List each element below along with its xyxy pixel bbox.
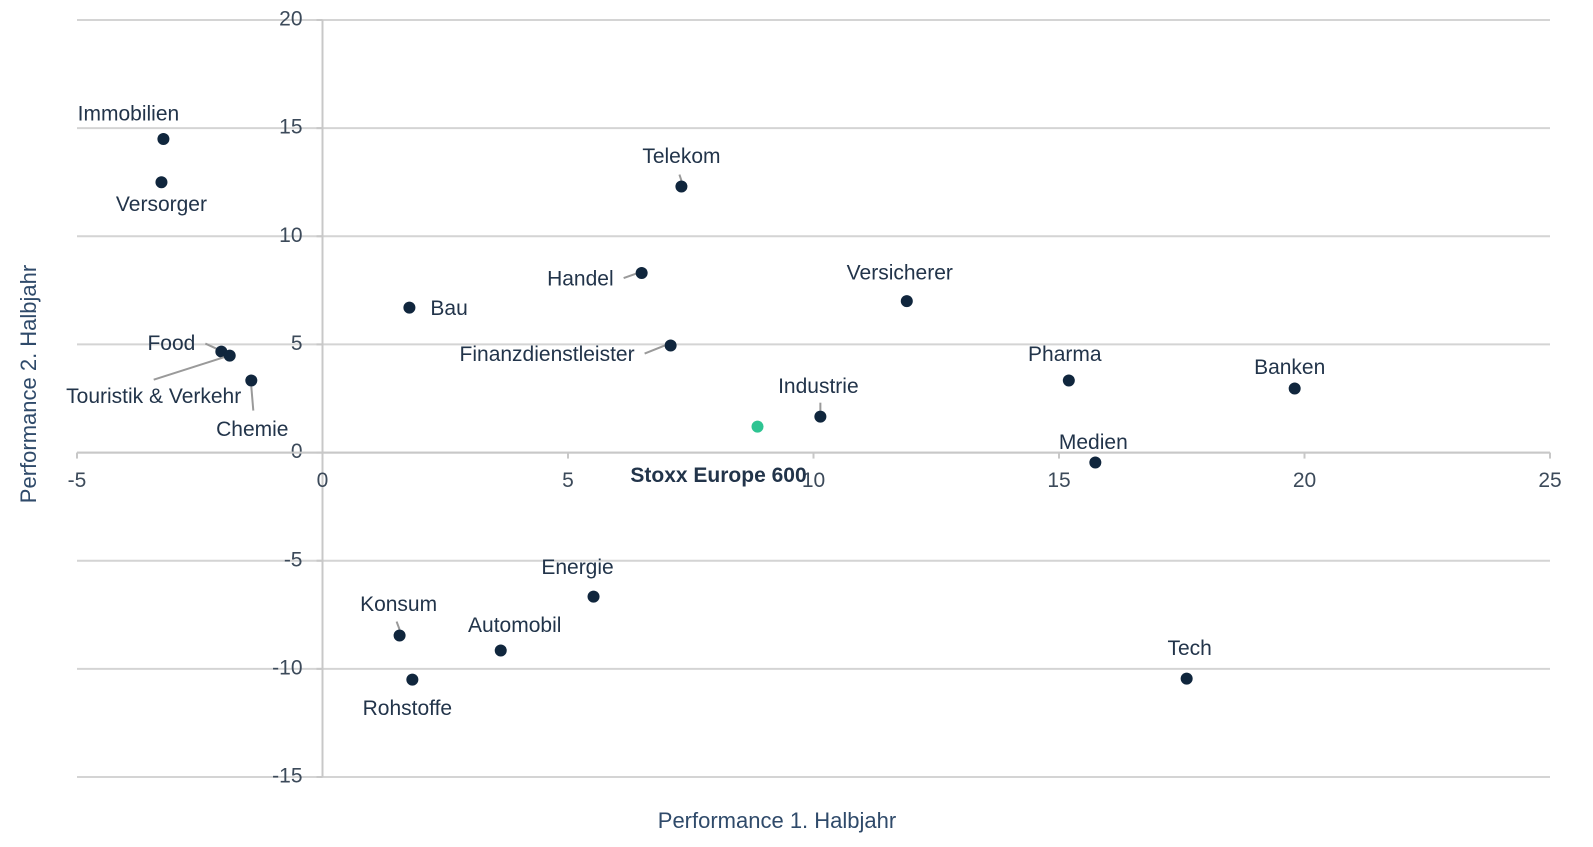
point-label: Versorger (116, 193, 207, 216)
x-tick-label: 10 (802, 469, 825, 492)
point-label: Tech (1167, 637, 1211, 660)
point-label: Versicherer (847, 262, 953, 285)
point (587, 590, 600, 603)
point-label: Stoxx Europe 600 (630, 464, 806, 487)
point (406, 673, 419, 686)
x-tick-label: 25 (1538, 469, 1561, 492)
point-label: Konsum (360, 593, 437, 616)
x-axis-title: Performance 1. Halbjahr (658, 808, 896, 833)
point-label: Finanzdienstleister (460, 343, 635, 366)
point-label: Touristik & Verkehr (66, 385, 241, 408)
point-label: Rohstoffe (363, 697, 453, 720)
point (223, 349, 236, 362)
point (900, 295, 913, 308)
y-tick-label: 10 (279, 224, 302, 247)
leader-line (644, 344, 665, 355)
point-label: Energie (541, 556, 613, 579)
point (403, 301, 416, 314)
point (751, 420, 764, 433)
leader-line (153, 355, 227, 381)
point-label: Pharma (1028, 343, 1102, 366)
leader-line (623, 272, 638, 279)
point-label: Chemie (216, 418, 288, 441)
point (1089, 456, 1102, 469)
y-tick-label: -15 (272, 765, 302, 788)
point-label: Bau (430, 297, 467, 320)
leader-line (250, 386, 255, 411)
point (157, 132, 170, 145)
x-tick-label: 15 (1047, 469, 1070, 492)
y-tick-label: 5 (291, 332, 303, 355)
point (245, 374, 258, 387)
point-label: Medien (1059, 431, 1128, 454)
leader-line (678, 174, 683, 181)
x-tick-label: 0 (317, 469, 329, 492)
point-label: Banken (1254, 356, 1325, 379)
y-tick-label: 20 (279, 8, 302, 31)
point (1062, 374, 1075, 387)
y-tick-label: -10 (272, 656, 302, 679)
point-label: Telekom (642, 145, 720, 168)
point-label: Handel (547, 268, 614, 291)
y-tick-label: 15 (279, 116, 302, 139)
point (635, 267, 648, 280)
leader-line (395, 621, 401, 630)
point (393, 629, 406, 642)
y-axis-title: Performance 2. Halbjahr (16, 265, 41, 503)
point (664, 339, 677, 352)
point-label: Immobilien (78, 103, 180, 126)
x-tick-label: 5 (562, 469, 574, 492)
point-label: Automobil (468, 614, 561, 637)
point (494, 644, 507, 657)
x-tick-label: 20 (1293, 469, 1316, 492)
point (1288, 382, 1301, 395)
point (675, 180, 688, 193)
point (155, 176, 168, 189)
point-label: Industrie (778, 375, 859, 398)
point (1180, 672, 1193, 685)
point-label: Food (147, 332, 195, 355)
x-tick-label: -5 (68, 469, 87, 492)
y-tick-label: -5 (284, 548, 303, 571)
point (814, 410, 827, 423)
